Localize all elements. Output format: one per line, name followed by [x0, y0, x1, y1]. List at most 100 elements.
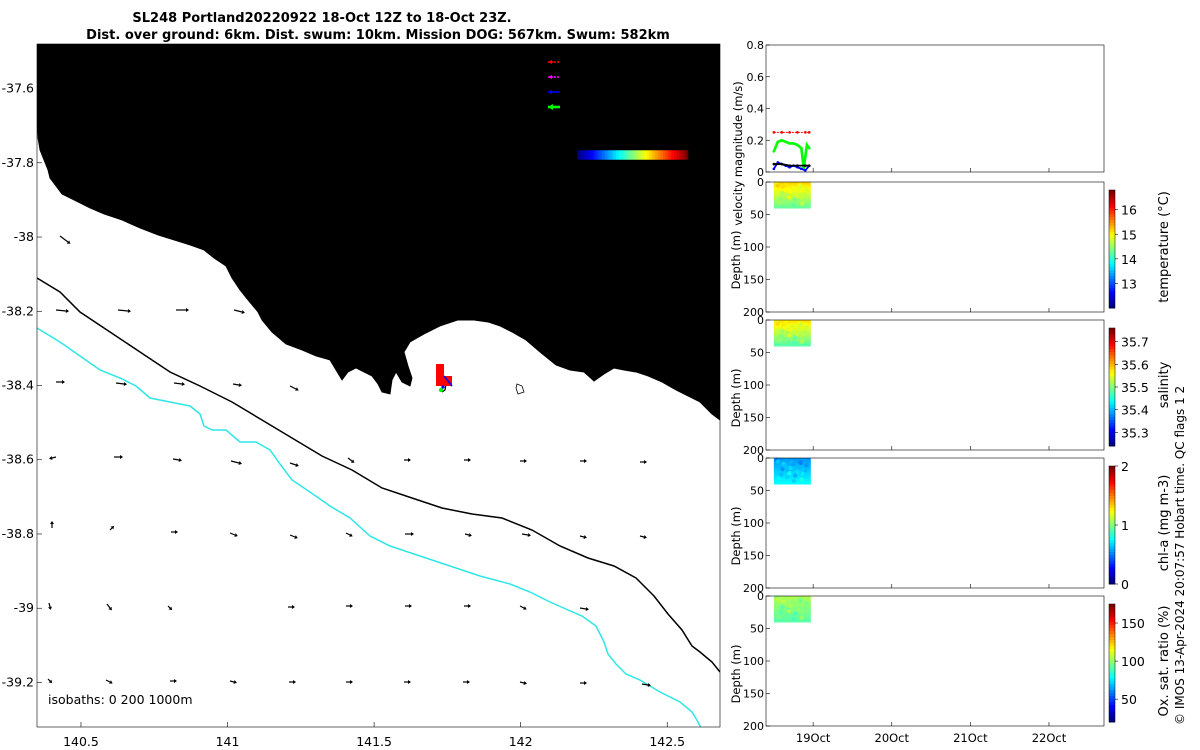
profile-colorbar-segment — [1109, 551, 1115, 555]
profile-colorbar-segment — [1109, 689, 1115, 693]
sfc-geo-vector — [289, 311, 299, 316]
temperature-profile-panel: 0 50 100 150 200 Depth (m) 13 14 15 16 temperature… — [729, 176, 1172, 319]
sfc-geo-vector-head — [468, 458, 471, 462]
map-legend: 25cm/s swim vector GPS surface velocity … — [544, 55, 710, 181]
velocity-y-tick-label: 0 — [757, 166, 764, 179]
profile-colorbar-label: Ox. sat. ratio (%) — [1157, 606, 1172, 717]
sfc-geo-vector — [229, 257, 237, 261]
map-colorbar-segment — [613, 150, 617, 160]
sfc-geo-vector — [229, 532, 238, 537]
velocity-point-net_glider — [780, 138, 784, 142]
legend-item-dive-avg: dive-avg current veloc. — [548, 85, 698, 99]
profile-data-point — [783, 182, 789, 187]
profile-data-point — [792, 473, 798, 478]
profile-data-point — [783, 320, 789, 325]
swim-vector-cluster — [436, 364, 444, 386]
profile-data-cell — [773, 200, 811, 204]
profile-colorbar-segment — [1109, 192, 1115, 197]
sfc-geo-vector-shaft — [232, 383, 240, 386]
profile-colorbar-segment — [1109, 198, 1115, 203]
figure-title-line2: Dist. over ground: 6km. Dist. swum: 10km… — [86, 28, 670, 43]
map-colorbar-segment — [604, 150, 609, 160]
coastline — [37, 123, 720, 421]
profile-data-cell — [773, 335, 811, 339]
profile-y-tick-label: 200 — [743, 582, 764, 595]
profile-colorbar-segment — [1109, 234, 1115, 238]
velocity-y-tick-label: 0.2 — [747, 134, 765, 147]
profile-data-point — [799, 477, 805, 482]
sfc-geo-vector — [580, 459, 587, 463]
profile-data-point — [780, 329, 785, 334]
profile-data-point — [798, 598, 803, 604]
profile-colorbar-segment — [1109, 683, 1115, 688]
map-colorbar-segment — [629, 150, 633, 160]
velocity-point-sfc_geo — [780, 162, 784, 166]
profile-data-point — [776, 200, 782, 205]
sfc-geo-vector-shaft — [106, 603, 111, 609]
profile-data-point — [803, 192, 808, 197]
sfc-geo-vector — [173, 382, 185, 386]
profile-colorbar-segment — [1109, 387, 1115, 391]
profile-colorbar-segment — [1109, 612, 1115, 617]
map-colorbar-segment — [624, 150, 628, 160]
sfc-geo-vector — [405, 604, 412, 608]
panel-x-tick-label: 22Oct — [1032, 731, 1067, 745]
profile-y-tick-label: 150 — [743, 412, 764, 425]
profile-colorbar-segment — [1109, 389, 1115, 394]
legend-label-net-glider: net glider velocity — [565, 100, 669, 114]
profile-colorbar-segment — [1109, 398, 1115, 403]
map-colorbar-segment — [610, 150, 614, 160]
sfc-geo-vector-shaft — [55, 309, 67, 312]
profile-data-point — [783, 596, 789, 601]
profile-colorbar-segment — [1109, 401, 1115, 406]
salinity-profile-panel: 0 50 100 150 200 Depth (m) 35.3 35.4 35.5 35.6 35.… — [729, 314, 1172, 457]
sfc-geo-vector — [519, 605, 527, 610]
profile-colorbar-segment — [1109, 560, 1115, 564]
sfc-geo-vector — [641, 683, 651, 687]
legend-label-dive-avg: dive-avg current veloc. — [565, 85, 698, 99]
map-colorbar-segment — [618, 150, 622, 160]
profile-colorbar-segment — [1109, 639, 1115, 643]
profile-colorbar-segment — [1109, 419, 1115, 423]
profile-colorbar-segment — [1109, 266, 1115, 271]
profile-data-point — [775, 597, 780, 602]
map-colorbar-segment — [638, 150, 642, 160]
profile-colorbar-segment — [1109, 557, 1115, 561]
sfc-geo-vector-head — [175, 530, 178, 534]
sfc-geo-vector — [167, 605, 173, 611]
sfc-geo-vector — [579, 607, 589, 611]
sfc-geo-vector-head — [50, 521, 54, 524]
profile-data-point — [790, 599, 795, 605]
sfc-geo-vector-shaft — [233, 309, 243, 313]
profile-data-cell — [773, 338, 811, 342]
sfc-geo-vector-shaft — [47, 678, 51, 682]
sfc-geo-vector-head — [241, 310, 245, 314]
sfc-geo-vector-head — [523, 681, 527, 685]
profile-data-cell — [773, 330, 811, 334]
profile-data-point — [787, 333, 792, 338]
profile-colorbar-segment — [1109, 299, 1115, 303]
velocity-point-sfc_geo — [804, 164, 807, 167]
profile-data-point — [799, 201, 805, 206]
sfc-geo-vector-head — [48, 606, 52, 610]
profile-colorbar-segment — [1109, 190, 1115, 194]
profile-data-cell — [773, 182, 811, 186]
sfc-geo-vector-head — [234, 533, 238, 537]
sfc-geo-vector — [47, 678, 53, 684]
velocity-point-net_glider — [784, 140, 787, 144]
sfc-geo-vector — [640, 460, 647, 464]
profile-colorbar-segment — [1109, 630, 1115, 634]
profile-colorbar-segment — [1109, 333, 1115, 338]
profile-data-cell — [773, 192, 811, 196]
map-y-tick-label: -37.8 — [2, 155, 34, 170]
profile-data-point — [795, 193, 800, 199]
profile-colorbar-tick-label: 1 — [1121, 518, 1129, 533]
sfc-geo-vector — [233, 309, 245, 314]
sfc-geo-vector — [346, 680, 353, 684]
profile-data-point — [792, 197, 798, 202]
profile-data-point — [775, 459, 780, 464]
profile-data-cell — [773, 320, 811, 324]
profile-colorbar-segment — [1109, 657, 1115, 661]
profile-colorbar-segment — [1109, 330, 1115, 335]
